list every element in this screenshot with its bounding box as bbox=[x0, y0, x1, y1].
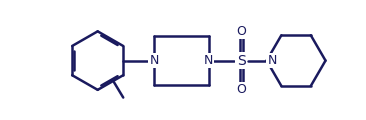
Text: O: O bbox=[236, 25, 246, 38]
Text: N: N bbox=[204, 54, 213, 67]
Text: N: N bbox=[150, 54, 159, 67]
Text: S: S bbox=[237, 54, 246, 68]
Text: O: O bbox=[236, 83, 246, 96]
Text: N: N bbox=[267, 54, 277, 67]
